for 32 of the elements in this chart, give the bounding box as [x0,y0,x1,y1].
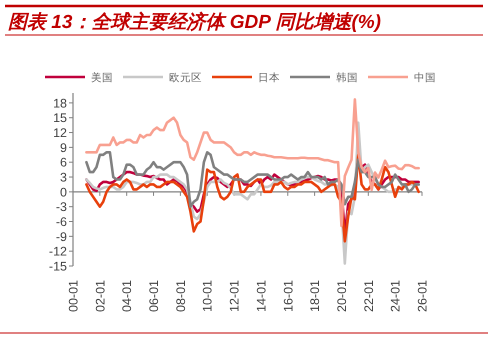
legend-label: 美国 [91,71,113,84]
y-tick-label: -6 [56,215,68,230]
chart-title: 图表 13：全球主要经济体 GDP 同比增速(%) [8,11,381,33]
y-tick-label: 3 [60,170,68,185]
y-tick-label: 15 [53,111,68,126]
x-tick-label: 02-01 [93,280,108,312]
y-tick-label: 18 [53,96,68,110]
x-tick-label: 22-01 [362,280,376,312]
y-tick-label: -15 [48,260,68,274]
x-tick-label: 12-01 [228,280,242,312]
x-tick-label: 20-01 [334,280,349,312]
y-tick-label: -12 [48,244,68,259]
y-tick-label: -3 [56,200,68,214]
legend-label: 欧元区 [169,72,202,84]
x-tick-label: 24-01 [388,280,403,312]
x-tick-label: 16-01 [281,280,296,312]
x-tick-label: 14-01 [254,280,268,312]
x-tick-label: 04-01 [120,280,134,312]
x-tick-label: 00-01 [66,280,80,312]
y-tick-label: 9 [60,140,68,155]
x-tick-label: 10-01 [200,280,215,312]
legend-label: 日本 [258,71,280,84]
y-tick-label: 6 [60,156,68,170]
x-tick-label: 08-01 [174,280,188,312]
legend-label: 韩国 [336,71,358,84]
legend-label: 中国 [414,71,436,84]
y-tick-label: 12 [53,126,68,140]
x-tick-label: 18-01 [308,280,322,312]
x-tick-label: 06-01 [147,280,162,312]
y-tick-label: -9 [56,230,68,244]
x-tick-label: 26-01 [416,280,430,312]
y-tick-label: 0 [60,185,68,200]
